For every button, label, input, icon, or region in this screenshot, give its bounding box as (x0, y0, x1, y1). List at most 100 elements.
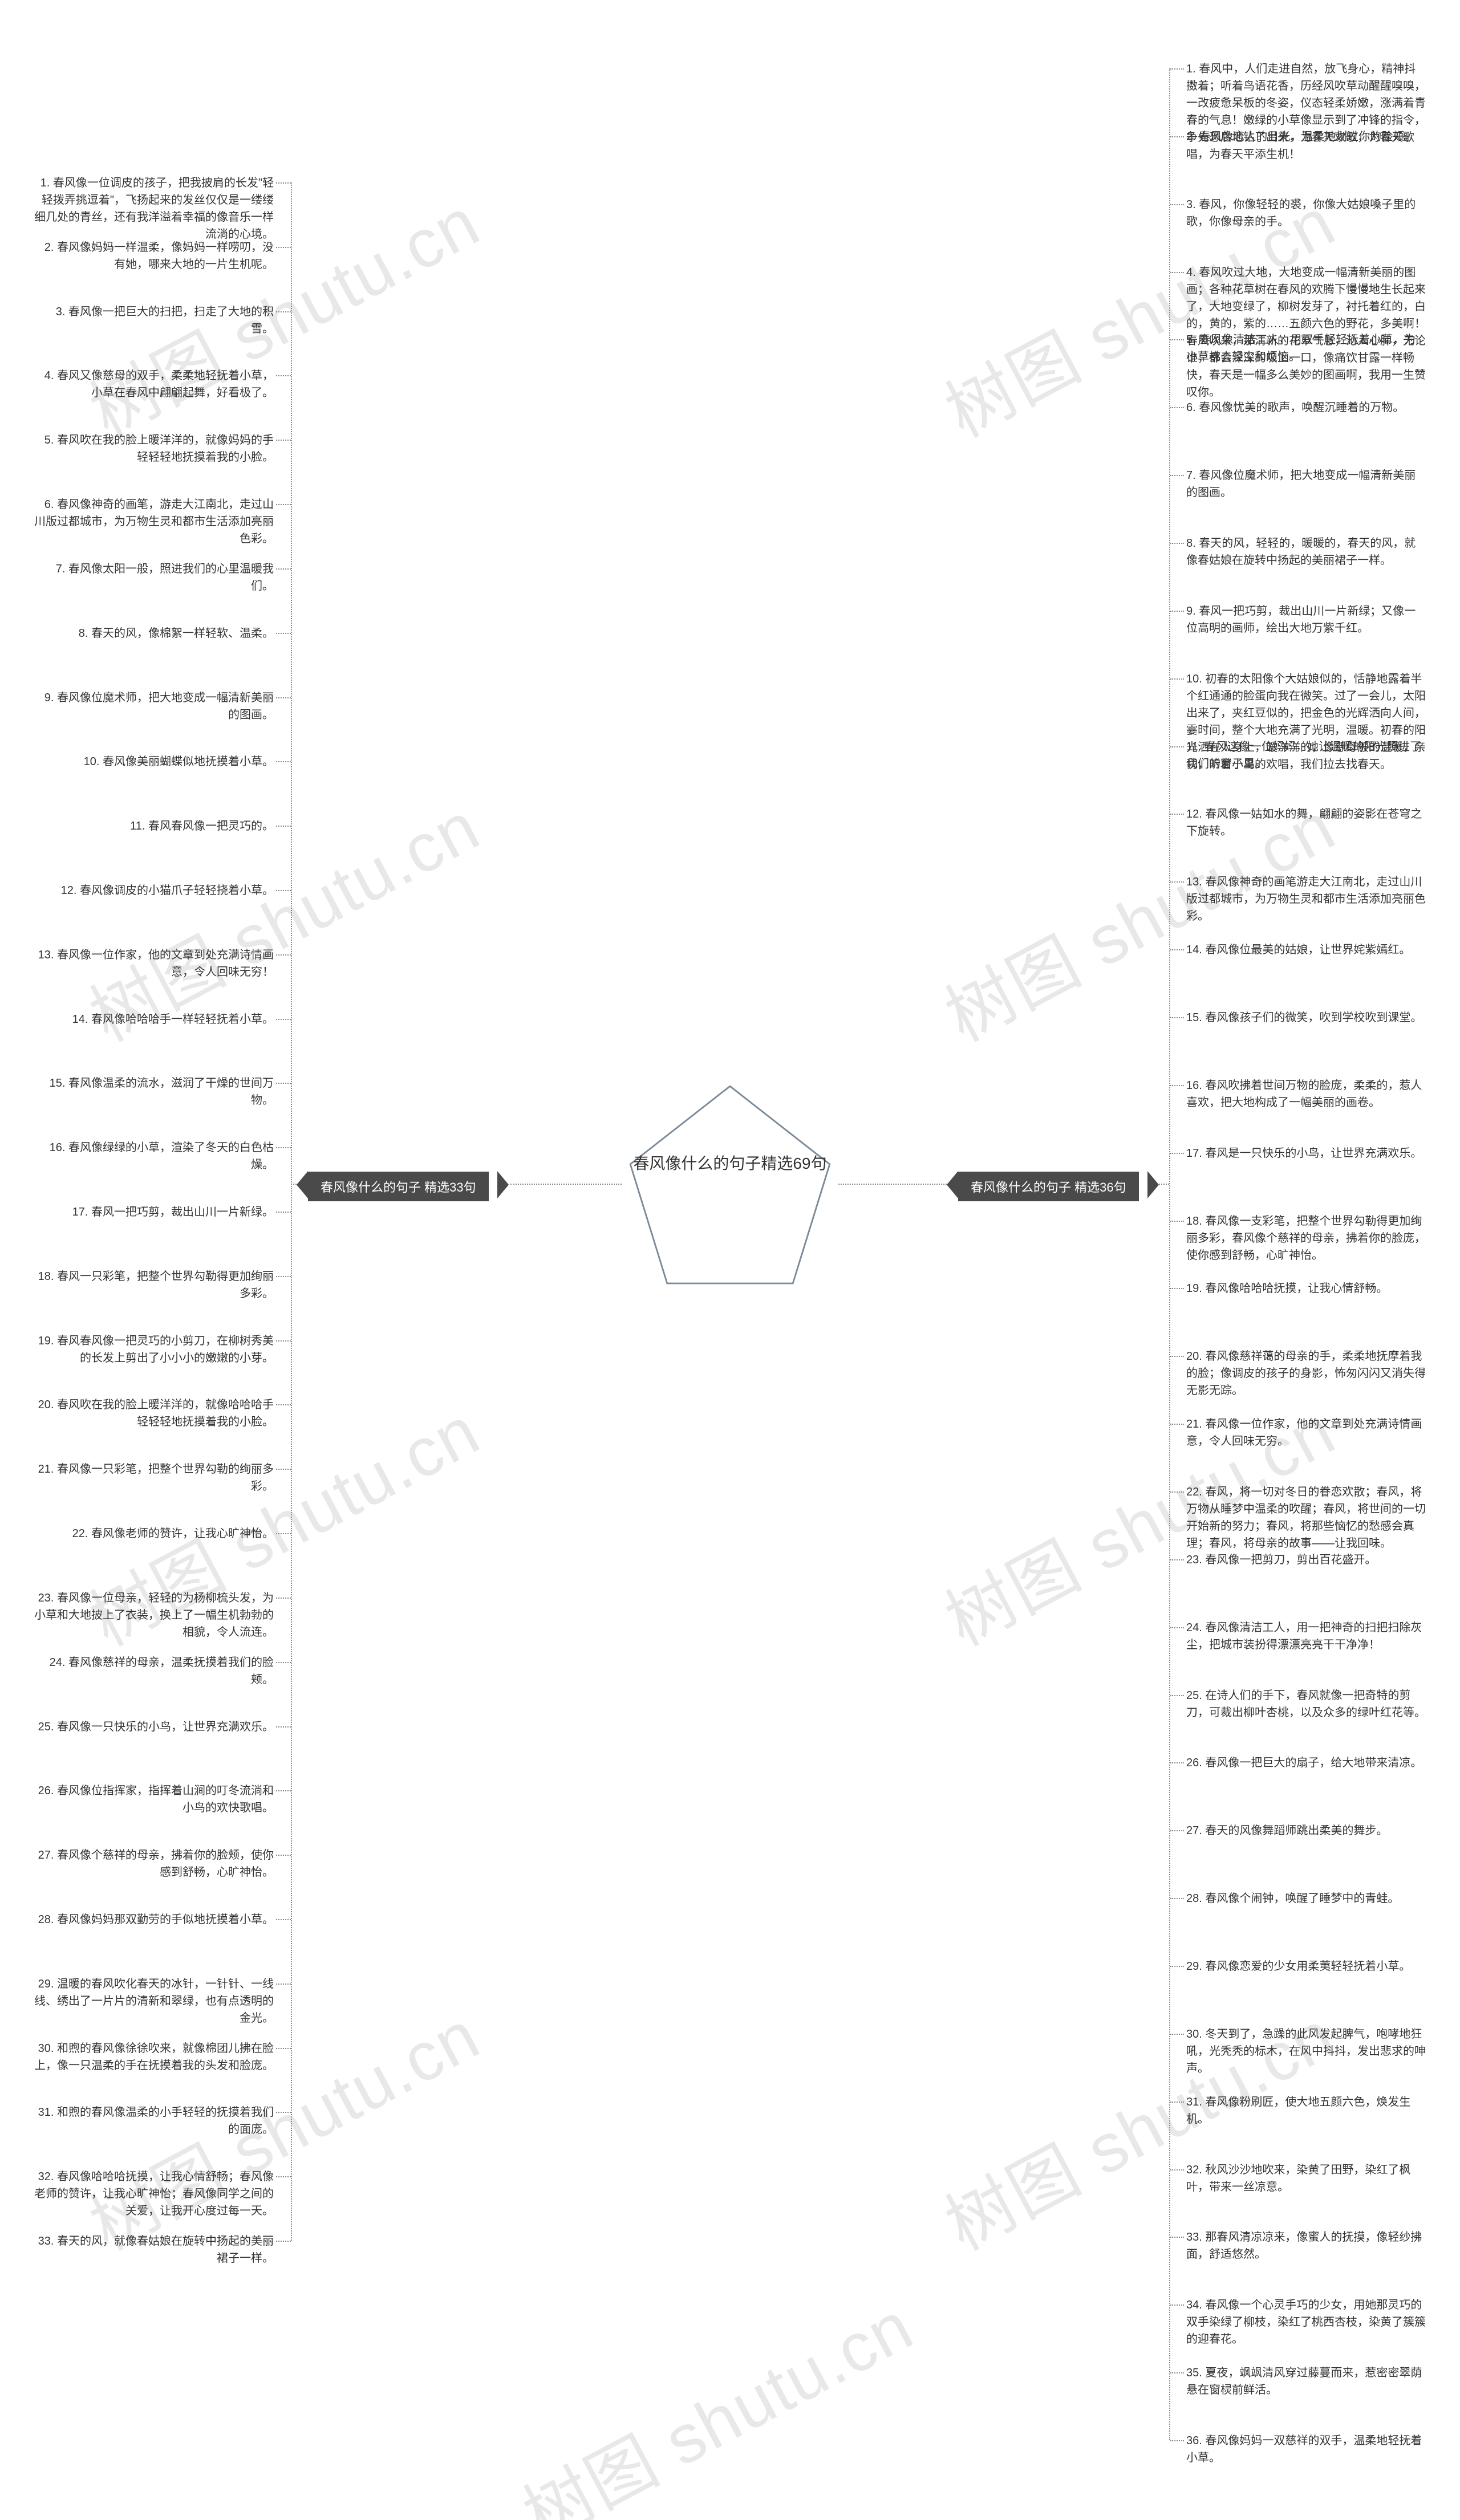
right-item: 20. 春风像慈祥蔼的母亲的手，柔柔地抚摩着我的脸；像调皮的孩子的身影，怖匆闪闪… (1186, 1348, 1426, 1399)
left-item: 11. 春风春风像一把灵巧的。 (34, 818, 274, 835)
right-item-connector (1170, 2440, 1184, 2441)
center-pentagon (622, 1078, 838, 1294)
left-item: 3. 春风像一把巨大的扫把，扫走了大地的积雪。 (34, 303, 274, 338)
right-item: 13. 春风像神奇的画笔游走大江南北，走过山川版过都城市，为万物生灵和都市生活添… (1186, 873, 1426, 925)
right-item-connector (1170, 2372, 1184, 2373)
right-item: 1. 春风中，人们走进自然，放飞身心，精神抖擞着；听着鸟语花香，历经风吹草动醒醒… (1186, 60, 1426, 163)
left-item: 20. 春风吹在我的脸上暖洋洋的，就像哈哈哈手轻轻轻地抚摸着我的小脸。 (34, 1396, 274, 1430)
right-item: 22. 春风，将一切对冬日的眷恋欢散；春风，将万物从睡梦中温柔的吹醒；春风，将世… (1186, 1483, 1426, 1552)
right-item: 36. 春风像妈妈一双慈祥的双手，温柔地轻抚着小草。 (1186, 2432, 1426, 2466)
right-item-connector (1170, 204, 1184, 205)
left-item-connector (276, 1726, 291, 1728)
right-item: 23. 春风像一把剪刀，剪出百花盛开。 (1186, 1551, 1426, 1568)
left-item-connector (276, 182, 291, 184)
right-item: 28. 春风像个闹钟，唤醒了睡梦中的青蛙。 (1186, 1890, 1426, 1907)
left-item-connector (276, 311, 291, 312)
diagram-stage: 树图 shutu.cn树图 shutu.cn树图 shutu.cn树图 shut… (0, 0, 1460, 2520)
left-item-connector (276, 1147, 291, 1148)
right-item-connector (1170, 611, 1184, 612)
right-item-connector (1170, 678, 1184, 680)
right-item-connector (1170, 475, 1184, 476)
left-item: 29. 温暖的春风吹化春天的冰针，一针针、一线线、绣出了一片片的清新和翠绿，也有… (34, 1976, 274, 2027)
right-item-connector (1170, 1017, 1184, 1018)
left-item: 1. 春风像一位调皮的孩子，把我披肩的长发"轻轻拨弄挑逗着"，飞扬起来的发丝仅仅… (34, 174, 274, 243)
right-item-connector (1170, 1898, 1184, 1899)
right-label-chevron-left-icon (947, 1171, 958, 1198)
left-rail (291, 182, 292, 2241)
right-item: 15. 春风像孩子们的微笑，吹到学校吹到课堂。 (1186, 1009, 1426, 1026)
left-item: 27. 春风像个慈祥的母亲，拂着你的脸颊，使你感到舒畅，心旷神怡。 (34, 1847, 274, 1881)
left-item-connector (276, 890, 291, 891)
right-item: 18. 春风像一支彩笔，把整个世界勾勒得更加绚丽多彩，春风像个慈祥的母亲，拂着你… (1186, 1213, 1426, 1264)
left-item: 10. 春风像美丽蝴蝶似地抚摸着小草。 (34, 753, 274, 770)
right-item-connector (1170, 1491, 1184, 1493)
right-item-connector (1170, 2169, 1184, 2171)
right-item-connector (1170, 746, 1184, 747)
right-item-connector (1170, 2102, 1184, 2103)
right-item: 17. 春风是一只快乐的小鸟，让世界充满欢乐。 (1186, 1145, 1426, 1162)
left-item: 15. 春风像温柔的流水，滋润了干燥的世间万物。 (34, 1075, 274, 1109)
right-label-to-rail (1159, 1184, 1169, 1185)
right-item-connector (1170, 1356, 1184, 1357)
right-item: 6. 春风像忧美的歌声，唤醒沉睡着的万物。 (1186, 399, 1426, 416)
left-item: 13. 春风像一位作家，他的文章到处充满诗情画意，令人回味无穷！ (34, 946, 274, 981)
left-group-label: 春风像什么的句子 精选33句 (308, 1172, 489, 1201)
left-item: 32. 春风像哈哈哈抚摸，让我心情舒畅；春风像老师的赞许，让我心旷神怡；春风像同… (34, 2168, 274, 2220)
left-item: 16. 春风像绿绿的小草，渲染了冬天的白色枯燥。 (34, 1139, 274, 1173)
left-item-connector (276, 1469, 291, 1470)
left-item: 22. 春风像老师的赞许，让我心旷神怡。 (34, 1525, 274, 1542)
left-item: 8. 春天的风，像棉絮一样轻软、温柔。 (34, 625, 274, 642)
watermark-text: 树图 shutu.cn (504, 2271, 927, 2520)
right-item-connector (1170, 407, 1184, 408)
left-item-connector (276, 504, 291, 505)
right-item: 35. 夏夜，飒飒清风穿过藤蔓而来，惹密密翠荫悬在窗棂前鲜活。 (1186, 2364, 1426, 2399)
left-label-to-rail (291, 1184, 297, 1185)
left-item-connector (276, 1598, 291, 1599)
right-item-connector (1170, 1762, 1184, 1763)
left-item: 23. 春风像一位母亲，轻轻的为杨柳梳头发，为小草和大地披上了衣装，换上了一幅生… (34, 1590, 274, 1641)
right-item-connector (1170, 1559, 1184, 1560)
right-item: 26. 春风像一把巨大的扇子，给大地带来清凉。 (1186, 1754, 1426, 1771)
right-item-connector (1170, 2304, 1184, 2306)
right-rail (1169, 68, 1170, 2440)
left-item-connector (276, 633, 291, 634)
left-item: 2. 春风像妈妈一样温柔，像妈妈一样唠叨，没有她，哪来大地的一片生机呢。 (34, 239, 274, 273)
left-item-connector (276, 697, 291, 698)
right-item: 7. 春风像位魔术师，把大地变成一幅清新美丽的图画。 (1186, 467, 1426, 501)
right-item-connector (1170, 949, 1184, 950)
left-item-connector (276, 2176, 291, 2177)
right-item-connector (1170, 1153, 1184, 1154)
left-item-connector (276, 1019, 291, 1020)
right-item: 5. 春风像清洁工人，用双手轻轻抚着小草，为小草拂去轻尘和烦恼。 (1186, 331, 1426, 365)
left-item: 31. 和煦的春风像温柔的小手轻轻的抚摸着我们的面庞。 (34, 2104, 274, 2138)
left-item-connector (276, 1276, 291, 1277)
left-item: 24. 春风像慈祥的母亲，温柔抚摸着我们的脸颊。 (34, 1654, 274, 1688)
right-item: 2. 春风像恋人的目光，温柔地划过你的脸颊。 (1186, 128, 1426, 145)
left-item-connector (276, 1855, 291, 1856)
left-item-connector (276, 1533, 291, 1534)
left-item: 9. 春风像位魔术师，把大地变成一幅清新美丽的图画。 (34, 689, 274, 724)
left-item: 4. 春风又像慈母的双手，柔柔地轻抚着小草，小草在春风中翩翩起舞，好看极了。 (34, 367, 274, 401)
left-item-connector (276, 1984, 291, 1985)
right-item-connector (1170, 1288, 1184, 1289)
right-item-connector (1170, 1424, 1184, 1425)
left-item-connector (276, 568, 291, 570)
right-item: 31. 春风像粉刷匠，使大地五颜六色，焕发生机。 (1186, 2094, 1426, 2128)
left-item-connector (276, 1083, 291, 1084)
right-item: 33. 那春风清凉凉来，像蜜人的抚摸，像轻纱拂面，舒适悠然。 (1186, 2229, 1426, 2263)
left-item: 17. 春风一把巧剪，裁出山川一片新绿。 (34, 1204, 274, 1221)
right-item: 12. 春风像一姑如水的舞，翩翩的姿影在苍穹之下旋转。 (1186, 806, 1426, 840)
right-label-chevron-right-icon (1147, 1171, 1159, 1198)
left-item: 28. 春风像妈妈那双勤劳的手似地抚摸着小草。 (34, 1911, 274, 1928)
left-item-connector (276, 1212, 291, 1213)
left-item: 25. 春风像一只快乐的小鸟，让世界充满欢乐。 (34, 1718, 274, 1735)
right-group-label: 春风像什么的句子 精选36句 (958, 1172, 1139, 1201)
right-item-connector (1170, 814, 1184, 815)
right-item-connector (1170, 543, 1184, 544)
left-item: 30. 和煦的春风像徐徐吹来，就像棉团儿拂在脸上，像一只温柔的手在抚摸着我的头发… (34, 2040, 274, 2074)
right-item-connector (1170, 1221, 1184, 1222)
left-label-chevron-right-icon (497, 1171, 509, 1198)
left-item-connector (276, 247, 291, 248)
right-item-connector (1170, 339, 1184, 340)
right-item: 32. 秋风沙沙地吹来，染黄了田野，染红了枫叶，带来一丝凉意。 (1186, 2161, 1426, 2196)
